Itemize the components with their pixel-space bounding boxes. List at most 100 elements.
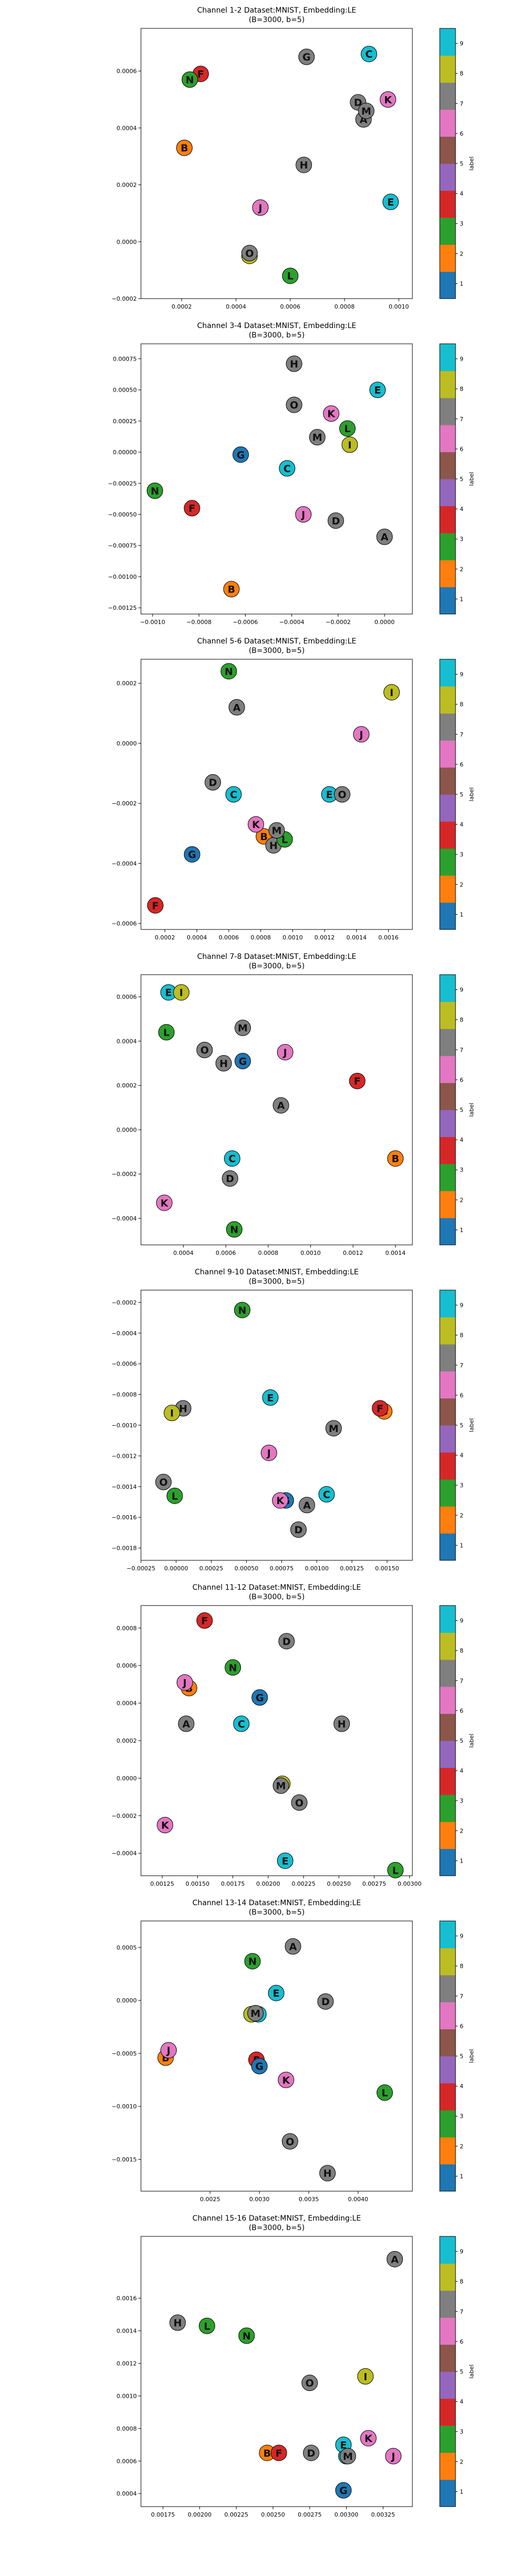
colorbar-tick-label: 7 [460,1993,463,2000]
point-label: A [289,1941,297,1953]
colorbar-tick-label: 6 [460,2023,463,2030]
colorbar-segment [440,1001,456,1029]
point-marker [357,2368,374,2385]
point-label: K [282,2074,290,2086]
x-tick-label: 0.0030 [249,2196,270,2203]
colorbar-segment [440,1822,456,1849]
colorbar-segment [440,2029,456,2057]
colorbar-segment [440,2002,456,2030]
y-tick-label: −0.0004 [112,860,137,867]
x-tick-label: 0.00175 [221,1880,245,1887]
colorbar-tick-label: 2 [460,566,463,573]
scatter-point-G: G [251,2058,268,2074]
colorbar-tick-label: 7 [460,731,463,738]
scatter-point-L: L [282,268,299,284]
point-marker [376,528,393,545]
scatter-point-J: J [385,2448,402,2465]
scatter-point-D: D [278,1633,295,1650]
point-marker [235,1052,251,1069]
point-label: G [256,1692,264,1704]
y-tick-label: 0.0000 [117,1127,137,1133]
colorbar-label: label [468,2365,475,2379]
colorbar: 1 2 3 4 5 6 7 8 9 label [439,1290,475,1561]
x-tick-label: 0.0008 [335,303,355,310]
point-label: N [242,2330,251,2342]
x-tick-label: 0.0010 [282,934,303,941]
colorbar-tick-label: 6 [460,1392,463,1399]
scatter-point-D: D [303,2445,320,2461]
colorbar-label: label [468,1734,475,1748]
colorbar-segment [440,506,456,534]
colorbar-segment [440,1848,456,1876]
colorbar-segment [440,1686,456,1714]
colorbar-tick-label: 6 [460,130,463,137]
scatter-point-A: A [285,1938,301,1955]
point-label: C [284,463,291,475]
scatter-point-L: L [166,1487,183,1504]
point-label: J [358,729,363,741]
scatter-point-J: J [160,2042,177,2059]
y-tick-label: −0.0002 [112,1171,137,1178]
colorbar-tick-label: 3 [460,220,463,227]
point-marker [205,774,221,791]
scatter-point-C: C [233,1715,250,1732]
colorbar-segment [440,1452,456,1480]
y-tick-label: −0.0006 [112,1361,137,1367]
point-label: D [282,1636,291,1648]
colorbar-tick-label: 2 [460,1512,463,1519]
x-tick-label: 0.0016 [378,934,399,941]
colorbar-segment [440,163,456,191]
colorbar-segment [440,271,456,299]
x-tick-label: 0.00225 [225,2511,249,2518]
colorbar-segment [440,1713,456,1741]
colorbar: 1 2 3 4 5 6 7 8 9 label [439,974,475,1245]
point-marker [260,1445,277,1461]
colorbar-segment [440,2425,456,2453]
point-label: D [226,1173,234,1185]
x-tick-label: 0.00125 [340,1565,364,1572]
y-tick-label: 0.0008 [117,2425,137,2432]
colorbar-tick-label: 4 [460,821,463,828]
scatter-point-G: G [235,1052,251,1069]
scatter-point-G: G [251,1689,268,1706]
chart-title: Channel 11-12 Dataset:MNIST, Embedding:L… [193,1583,361,1592]
scatter-point-C: C [225,786,242,803]
point-marker [184,846,200,863]
point-label: N [248,1956,257,1968]
scatter-point-N: N [181,71,198,88]
point-marker [251,1689,268,1706]
colorbar-segment [440,1659,456,1687]
point-label: L [344,423,350,435]
colorbar-tick-label: 5 [460,1107,463,1113]
colorbar-tick-label: 1 [460,911,463,918]
point-marker [325,1420,342,1437]
colorbar: 1 2 3 4 5 6 7 8 9 label [439,343,475,615]
point-label: M [329,1423,339,1435]
colorbar: 1 2 3 4 5 6 7 8 9 label [439,28,475,299]
point-label: G [239,1056,247,1067]
point-label: J [182,1677,187,1689]
point-marker [380,91,397,108]
x-tick-label: −0.0006 [233,619,258,626]
colorbar-label: label [468,1103,475,1117]
y-tick-label: −0.0010 [112,1422,137,1429]
point-label: H [219,1058,228,1070]
colorbar-segment [440,2263,456,2291]
colorbar-tick-label: 4 [460,190,463,197]
y-tick-label: −0.0008 [112,1392,137,1398]
colorbar-tick-label: 7 [460,1678,463,1684]
point-label: K [327,408,336,420]
chart-subtitle: (B=3000, b=5) [249,331,305,340]
point-label: O [159,1477,168,1488]
point-marker [341,436,358,453]
y-tick-label: 0.00075 [113,355,137,362]
point-marker [157,1817,174,1834]
x-tick-label: 0.0040 [348,2196,369,2203]
y-tick-label: 0.0004 [117,2490,137,2497]
scatter-point-J: J [176,1674,193,1691]
colorbar-segment [440,1110,456,1137]
y-tick-label: 0.0004 [117,1700,137,1707]
point-marker [286,396,302,413]
x-tick-label: 0.0004 [173,1250,194,1256]
scatter-point-B: B [223,581,240,598]
